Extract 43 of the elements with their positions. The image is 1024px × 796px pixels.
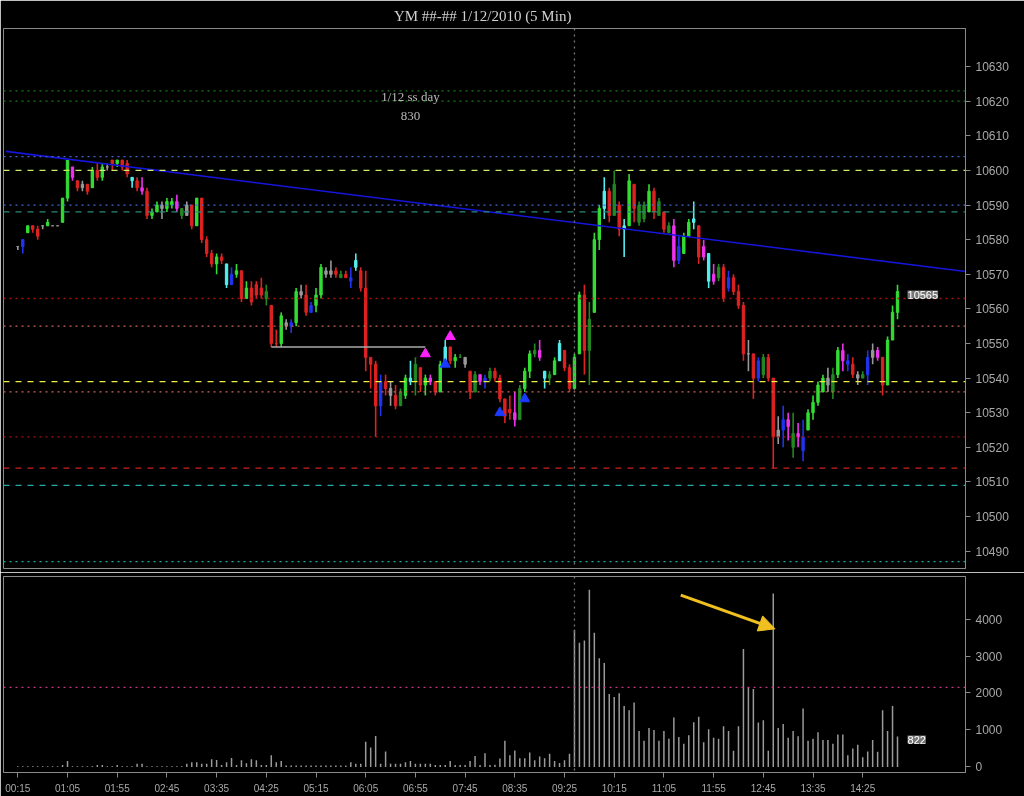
y-tick-label: 10550: [975, 337, 1010, 351]
y-tick-label: 10580: [975, 233, 1010, 248]
chart-title: YM ##-## 1/12/2010 (5 Min): [393, 7, 572, 25]
x-tick-label: 06:05: [353, 782, 379, 794]
y-tick-label: 10610: [975, 129, 1010, 144]
x-tick-label: 11:05: [651, 782, 677, 794]
x-tick-label: 12:45: [750, 782, 777, 794]
x-tick-label: 01:55: [104, 782, 131, 794]
y-tick-label: 10630: [975, 60, 1010, 75]
x-tick-label: 09:25: [552, 782, 578, 794]
y-tick-label: 10510: [975, 475, 1010, 490]
x-tick-label: 13:35: [800, 782, 826, 794]
annotation: 10565: [907, 288, 939, 301]
annotation: 830: [400, 108, 421, 124]
x-tick-label: 00:15: [5, 782, 31, 794]
x-tick-label: 11:55: [701, 782, 727, 794]
x-tick-label: 10:15: [601, 782, 628, 794]
y-tick-label: 10600: [975, 163, 1010, 178]
y-tick-label: 3000: [975, 649, 1003, 664]
x-tick-label: 01:05: [55, 782, 81, 794]
annotation: 1/12 ss day: [381, 89, 441, 105]
y-tick-label: 0: [975, 760, 983, 775]
y-tick-label: 10590: [975, 198, 1010, 213]
annotation: 822: [907, 733, 926, 746]
y-tick-label: 10540: [975, 371, 1010, 386]
x-tick-label: 08:35: [502, 782, 528, 794]
y-tick-label: 10530: [975, 406, 1010, 421]
x-tick-label: 02:45: [154, 782, 180, 794]
y-tick-label: 10620: [975, 94, 1010, 109]
y-tick-label: 10570: [975, 267, 1010, 282]
y-tick-label: 10490: [975, 544, 1010, 559]
x-tick-label: 03:35: [204, 782, 230, 794]
y-tick-label: 10520: [975, 440, 1010, 455]
x-tick-label: 04:25: [253, 782, 280, 794]
y-tick-label: 1000: [975, 723, 1003, 738]
x-tick-label: 14:25: [850, 782, 876, 794]
y-tick-label: 10560: [975, 302, 1010, 317]
x-tick-label: 07:45: [452, 782, 479, 794]
y-tick-label: 10500: [975, 510, 1010, 525]
y-tick-label: 4000: [975, 612, 1003, 627]
y-tick-label: 2000: [975, 686, 1003, 701]
x-tick-label: 06:55: [402, 782, 429, 794]
x-tick-label: 05:15: [303, 782, 329, 794]
